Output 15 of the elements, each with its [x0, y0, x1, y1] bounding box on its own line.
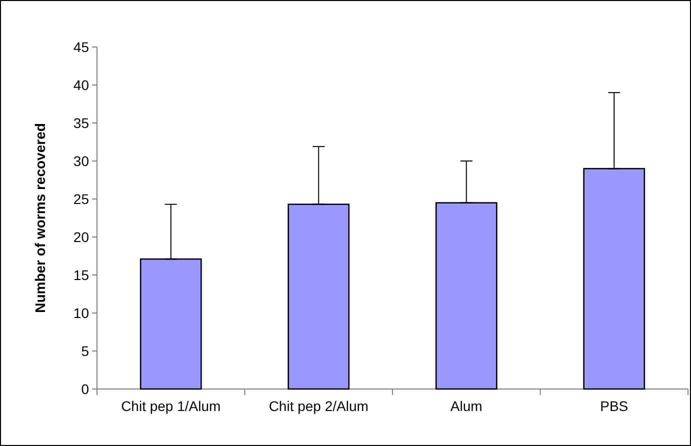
y-tick-label: 15 [73, 266, 90, 283]
y-tick-label: 0 [81, 380, 90, 397]
y-tick-label: 35 [73, 114, 90, 131]
y-tick-label: 5 [81, 342, 90, 359]
y-tick-label: 45 [73, 38, 90, 55]
y-tick-label: 30 [73, 152, 90, 169]
y-tick-label: 20 [73, 228, 90, 245]
y-tick-label: 40 [73, 76, 90, 93]
x-tick-label: Chit pep 2/Alum [268, 398, 368, 414]
x-tick-label: Alum [450, 398, 482, 414]
y-tick-label: 25 [73, 190, 90, 207]
x-tick-label: Chit pep 1/Alum [121, 398, 221, 414]
y-tick-label: 10 [73, 304, 90, 321]
x-tick-label: PBS [600, 398, 628, 414]
y-axis-title: Number of worms recovered [32, 123, 48, 313]
